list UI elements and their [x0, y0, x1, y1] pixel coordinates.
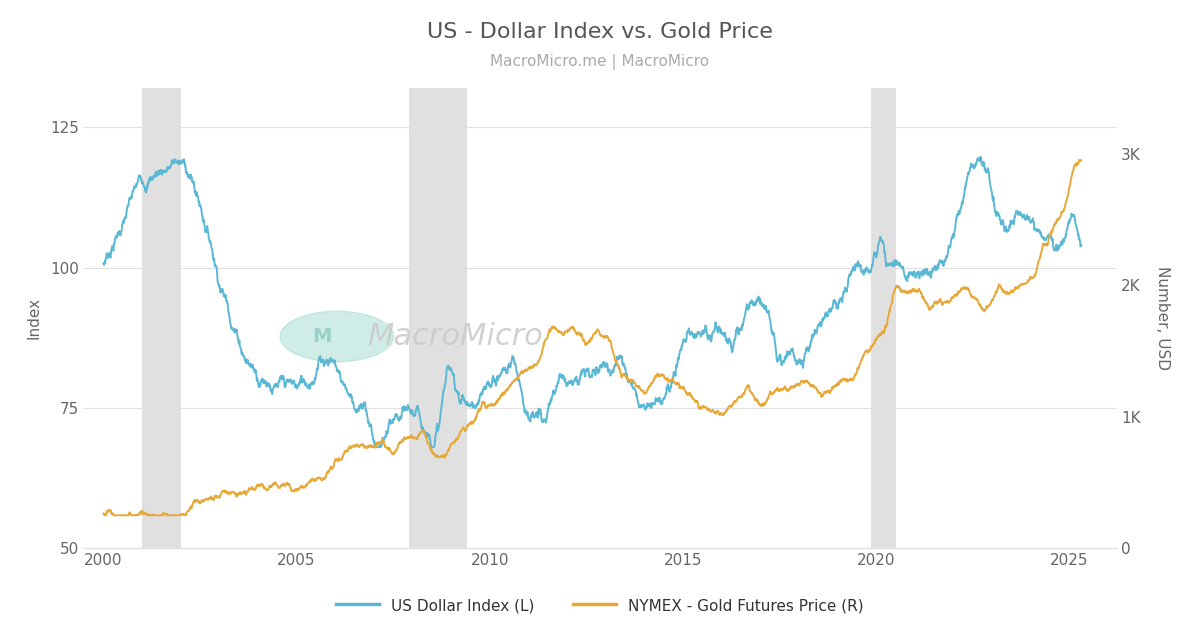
Text: US - Dollar Index vs. Gold Price: US - Dollar Index vs. Gold Price: [427, 22, 773, 42]
Text: MacroMicro.me | MacroMicro: MacroMicro.me | MacroMicro: [491, 54, 709, 69]
Y-axis label: Index: Index: [26, 297, 42, 339]
Legend: US Dollar Index (L), NYMEX - Gold Futures Price (R): US Dollar Index (L), NYMEX - Gold Future…: [330, 592, 870, 619]
Y-axis label: Number, USD: Number, USD: [1154, 266, 1170, 370]
Bar: [870, 88, 895, 548]
Bar: [142, 88, 181, 548]
Bar: [409, 88, 467, 548]
Circle shape: [280, 311, 394, 362]
Text: M: M: [313, 327, 332, 346]
Text: MacroMicro: MacroMicro: [367, 322, 544, 351]
